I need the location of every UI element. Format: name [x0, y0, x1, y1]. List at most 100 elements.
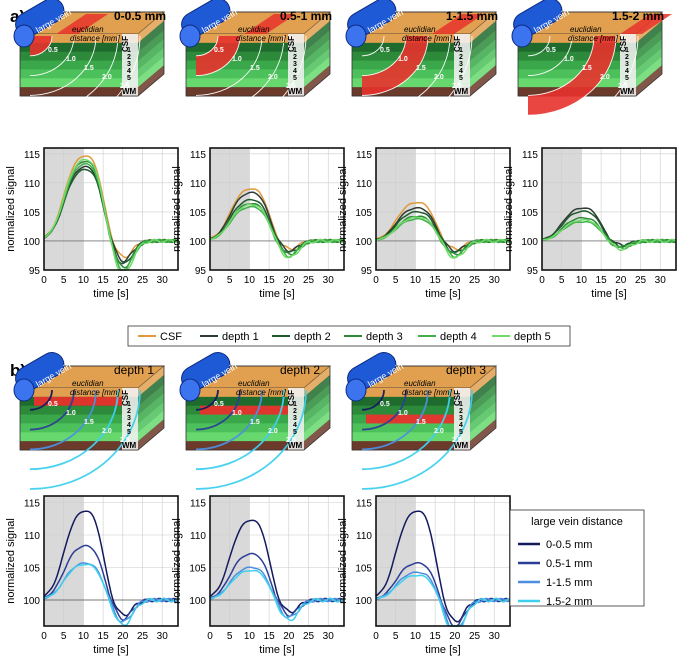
- x-tick-label: 25: [469, 631, 481, 642]
- block-side-band: [138, 401, 164, 433]
- block-layer-band: [186, 414, 304, 424]
- depth-number-label: 5: [293, 75, 297, 82]
- block-side-band: [138, 38, 164, 70]
- block-side-band: [470, 38, 496, 70]
- depth-number-label: 3: [459, 415, 463, 422]
- depth-number-label: 1: [293, 47, 297, 54]
- distance-label: euclidian: [404, 25, 436, 34]
- y-tick-label: 105: [521, 208, 538, 219]
- distance-arc: [527, 35, 617, 116]
- arc-label: 0.5: [214, 47, 224, 54]
- distance-arc: [29, 35, 119, 116]
- block-layer-band: [20, 78, 138, 88]
- x-tick-label: 5: [393, 631, 399, 642]
- block-layer-band: [518, 51, 636, 61]
- series-line: [43, 563, 179, 627]
- arc-label: 2.0: [600, 74, 610, 81]
- distance-label: euclidian: [72, 25, 104, 34]
- block-side-band: [304, 47, 330, 79]
- depth-number-label: 4: [625, 68, 629, 75]
- block-title: 1-1.5 mm: [446, 9, 498, 23]
- block-side-band: [636, 38, 662, 70]
- y-tick-label: 100: [189, 596, 206, 607]
- block-side-band: [470, 47, 496, 79]
- distance-label: distance [mm]: [236, 34, 287, 43]
- series-line: [209, 203, 345, 259]
- y-tick-label: 100: [355, 596, 372, 607]
- arc-label: 1.0: [232, 410, 242, 417]
- block-side-band: [470, 12, 496, 44]
- legend-item: CSF: [138, 331, 182, 343]
- chart: 0 5 10 15 20 25 30 95 100 105 110 115 time [s] normal…: [171, 147, 345, 300]
- block-layer-band: [186, 60, 304, 70]
- x-tick-label: 5: [559, 275, 565, 286]
- x-tick-label: 25: [635, 275, 647, 286]
- x-tick-label: 10: [410, 275, 422, 286]
- y-tick-label: 110: [190, 531, 206, 542]
- block-side-band: [138, 47, 164, 79]
- y-tick-label: 95: [29, 266, 41, 277]
- legend-item: 1.5-2 mm: [518, 596, 592, 608]
- depth-number-label: 1: [459, 47, 463, 54]
- legend-item: 0-0.5 mm: [518, 539, 592, 551]
- csf-label: CSF: [453, 36, 462, 52]
- depth-highlight: [200, 405, 288, 415]
- block-layer-band: [186, 423, 304, 433]
- distance-arc: [195, 35, 285, 116]
- block-side-band: [304, 374, 330, 407]
- x-tick-label: 25: [303, 275, 315, 286]
- block-title: depth 3: [446, 363, 486, 377]
- csf-label: CSF: [121, 390, 130, 406]
- block-title: 0-0.5 mm: [114, 9, 166, 23]
- legend-a: CSF depth 1 depth 2 depth 3 depth 4 depth 5: [127, 325, 571, 347]
- x-tick-label: 25: [469, 275, 481, 286]
- x-tick-label: 20: [117, 631, 129, 642]
- y-tick-label: 115: [522, 150, 538, 161]
- depth-number-label: 1: [127, 47, 131, 54]
- y-tick-label: 115: [190, 499, 206, 510]
- block-title: 0.5-1 mm: [280, 9, 332, 23]
- distance-label: distance [mm]: [70, 388, 121, 397]
- vein-end: [345, 24, 367, 48]
- block-side-band: [470, 56, 496, 88]
- block-layer-band: [186, 396, 304, 407]
- x-tick-label: 15: [430, 275, 442, 286]
- y-axis-label: normalized signal: [171, 518, 183, 604]
- block-side-band: [138, 419, 164, 451]
- x-tick-label: 5: [227, 275, 233, 286]
- arc-label: 2.5: [452, 83, 462, 90]
- block-side-band: [304, 419, 330, 451]
- wm-label: WM: [288, 441, 303, 450]
- block-side-band: [138, 29, 164, 61]
- block-side-band: [636, 29, 662, 61]
- block-side-band: [304, 20, 330, 53]
- distance-highlight-top: [244, 14, 296, 34]
- y-tick-label: 105: [355, 564, 372, 575]
- legend-box: [509, 509, 645, 607]
- wm-label: WM: [122, 87, 137, 96]
- y-tick-label: 115: [24, 150, 40, 161]
- distance-arc: [29, 389, 53, 411]
- csf-label: CSF: [287, 36, 296, 52]
- y-axis-label: normalized signal: [5, 166, 17, 252]
- y-tick-label: 100: [521, 237, 538, 248]
- legend-label: 0-0.5 mm: [546, 539, 592, 551]
- y-tick-label: 110: [522, 179, 538, 190]
- legend-item: depth 1: [200, 331, 259, 343]
- x-tick-label: 30: [489, 275, 501, 286]
- depth-number-label: 5: [293, 429, 297, 436]
- series-line: [375, 216, 511, 259]
- x-tick-label: 25: [303, 631, 315, 642]
- depth-number-label: 4: [459, 68, 463, 75]
- block-side-band: [470, 401, 496, 433]
- arc-label: 0.5: [214, 401, 224, 408]
- plot-frame: [375, 147, 511, 271]
- block-side-band: [138, 374, 164, 407]
- block-layer-band: [352, 423, 470, 433]
- series-line: [43, 562, 179, 623]
- distance-label: euclidian: [238, 379, 270, 388]
- x-tick-label: 0: [207, 631, 213, 642]
- block-layer-band: [186, 42, 304, 53]
- arc-label: 2.5: [618, 83, 628, 90]
- csf-label: CSF: [453, 390, 462, 406]
